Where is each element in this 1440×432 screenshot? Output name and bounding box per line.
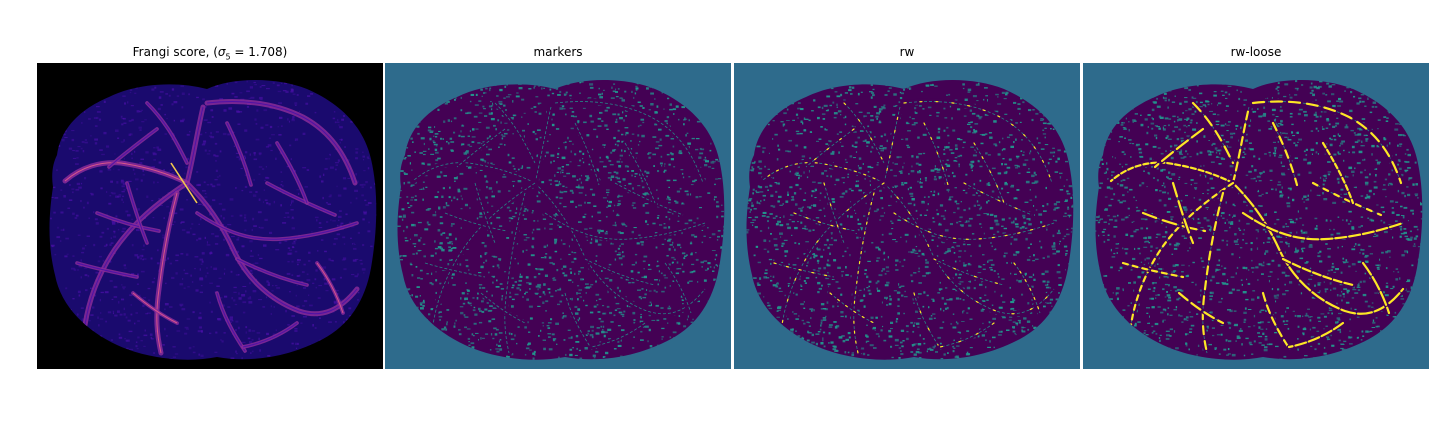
segmented-vessel <box>903 100 1053 184</box>
panel-title-rw-loose: rw-loose <box>1230 45 1282 59</box>
panel-frangi: Frangi score, (σ5 = 1.708) <box>37 45 383 369</box>
panel-rw: rw <box>734 45 1080 369</box>
segmented-vessel <box>973 142 1005 204</box>
panel-rw-loose: rw-loose <box>1083 45 1429 369</box>
vessel <box>542 210 708 242</box>
segmented-vessel <box>893 212 1055 240</box>
retina-region <box>49 80 377 360</box>
sigma-symbol: σ <box>217 45 226 59</box>
panel-title-rw: rw <box>899 45 915 59</box>
frangi-score-image <box>37 63 383 369</box>
segmented-vessel <box>1321 141 1355 205</box>
segmented-vessel <box>883 182 1055 315</box>
vessel <box>588 320 648 350</box>
rw-loose-map <box>1083 63 1429 369</box>
segmented-vessel <box>1121 261 1185 279</box>
rw-image <box>734 63 1080 369</box>
segmented-vessel <box>1287 321 1345 349</box>
segmented-vessel <box>1129 181 1235 327</box>
panel-title-markers: markers <box>533 45 583 59</box>
segmented-vessel <box>1281 257 1355 287</box>
segmented-vessel <box>1141 211 1207 233</box>
segmented-vessel <box>1231 181 1405 315</box>
segmented-vessel <box>1171 181 1195 245</box>
segmented-vessel <box>1231 105 1251 185</box>
segmented-vessel <box>843 102 885 164</box>
segmented-vessel <box>1013 262 1041 314</box>
retina-region <box>397 80 725 360</box>
segmented-vessel <box>1311 181 1383 217</box>
panel-markers: markers <box>385 45 731 369</box>
segmented-vessel <box>781 182 885 326</box>
segmented-vessel <box>923 122 949 186</box>
segmented-vessel <box>1153 127 1205 169</box>
vessel-peak <box>170 162 198 204</box>
tissue-texture <box>1095 80 1423 360</box>
rw-map <box>734 63 1080 369</box>
panel-title-frangi: Frangi score, (σ5 = 1.708) <box>132 45 288 62</box>
segmented-vessel <box>1177 291 1225 325</box>
segmented-vessel <box>1109 161 1235 185</box>
segmented-vessel <box>1361 261 1391 315</box>
tissue-texture <box>49 80 377 360</box>
segmented-vessel <box>933 258 1005 286</box>
segmented-vessel <box>1241 211 1405 241</box>
segmented-vessel <box>1251 100 1403 185</box>
sigma-subscript: 5 <box>225 52 231 62</box>
segmented-vessel <box>1191 101 1235 165</box>
markers-image <box>385 63 731 369</box>
vessel <box>937 320 997 350</box>
rw-loose-image <box>1083 63 1429 369</box>
markers-map <box>385 63 731 369</box>
tissue-region <box>397 80 725 360</box>
segmented-vessel <box>1271 121 1299 187</box>
segmented-vessel <box>1201 191 1225 355</box>
retina-region <box>746 80 1074 360</box>
segmented-vessel <box>761 162 885 184</box>
frangi-score-map <box>37 63 383 369</box>
retina-region <box>1095 80 1423 360</box>
